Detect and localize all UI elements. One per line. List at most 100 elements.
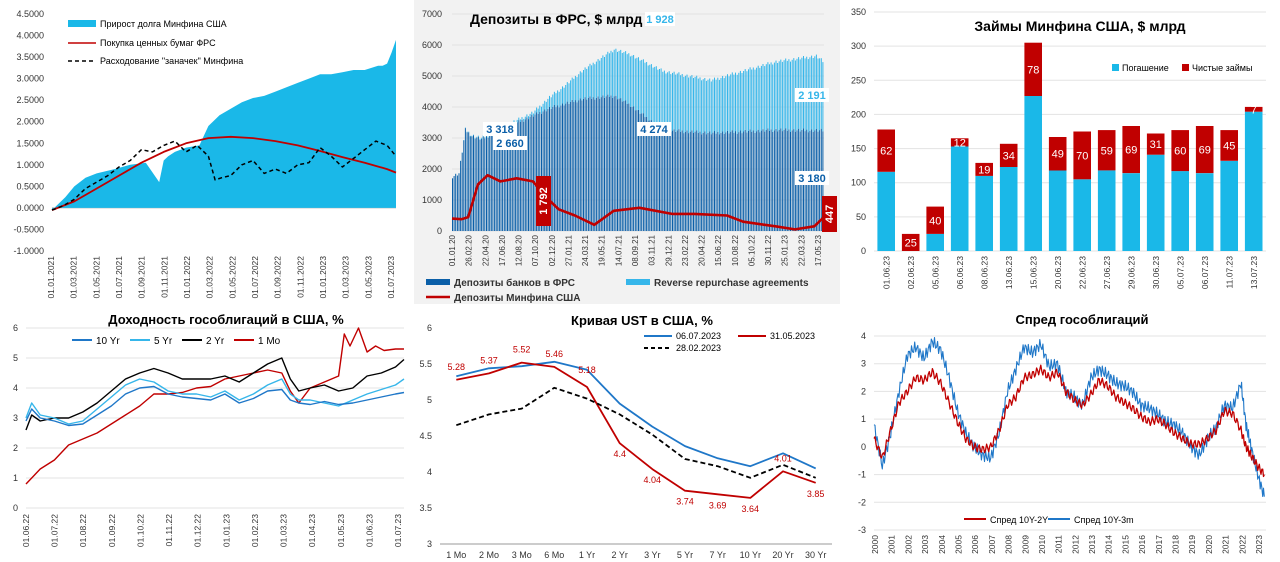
bank-deposit-bar xyxy=(518,120,520,231)
reverse-repo-bar xyxy=(714,77,715,132)
bank-deposit-bar xyxy=(583,98,584,231)
yields-y-tick-label: 3 xyxy=(13,413,18,423)
reverse-repo-bar xyxy=(541,106,542,114)
bank-deposit-bar xyxy=(751,131,753,231)
deposits-x-tick-label: 24.03.21 xyxy=(581,234,590,266)
reverse-repo-bar xyxy=(743,71,745,132)
reverse-repo-bar xyxy=(655,66,657,124)
reverse-repo-bar xyxy=(519,119,521,122)
deposits-data-label-bg xyxy=(637,122,671,136)
net-borrowing-label: 19 xyxy=(978,164,990,176)
bank-deposit-bar xyxy=(481,138,483,231)
bank-deposit-bar xyxy=(765,130,767,231)
reverse-repo-bar xyxy=(583,70,584,99)
bank-deposit-bar xyxy=(730,131,732,231)
bank-deposit-bar xyxy=(612,97,614,232)
bank-deposit-bar xyxy=(607,94,609,231)
curve-data-label: 5.28 xyxy=(448,362,466,372)
bank-deposit-bar xyxy=(615,95,617,231)
bank-deposit-bar xyxy=(545,111,547,231)
bank-deposit-bar xyxy=(516,122,518,231)
yield-2yr-line xyxy=(25,357,405,431)
bank-deposit-bar xyxy=(654,123,656,231)
net-borrowing-bar xyxy=(1195,126,1214,174)
borrowing-x-tick-label: 13.07.23 xyxy=(1249,256,1259,289)
deposits-y-tick-label: 6000 xyxy=(422,40,442,50)
bank-deposit-bar xyxy=(727,130,728,231)
reverse-repo-bar xyxy=(790,61,791,132)
debt-y-tick-label: 1.0000 xyxy=(16,160,44,170)
bank-deposit-bar xyxy=(576,102,578,231)
reverse-repo-bar xyxy=(633,55,635,107)
net-borrowing-bar xyxy=(901,233,920,251)
debt-y-tick-label: 2.5000 xyxy=(16,95,44,105)
reverse-repo-bar xyxy=(762,64,764,130)
net-borrowing-label: 78 xyxy=(1027,64,1039,76)
yields-x-tick-label: 01.06.22 xyxy=(21,514,31,547)
bank-deposit-bar xyxy=(733,132,735,231)
reverse-repo-bar xyxy=(709,78,711,132)
bank-deposit-bar xyxy=(773,130,775,231)
debt-x-tick-label: 01.03.2021 xyxy=(69,256,79,299)
reverse-repo-bar xyxy=(652,67,654,124)
bank-deposit-bar xyxy=(571,99,573,232)
spread-x-tick-label: 2002 xyxy=(903,535,913,554)
reverse-repo-bar xyxy=(524,116,526,120)
bank-deposit-bar xyxy=(542,111,544,231)
bank-deposit-bar xyxy=(767,128,769,231)
reverse-repo-bar xyxy=(468,131,470,133)
bank-deposit-bar xyxy=(586,99,588,231)
bank-deposit-bar xyxy=(657,127,659,231)
reverse-repo-bar xyxy=(553,91,555,105)
reverse-repo-bar xyxy=(618,50,620,99)
reverse-repo-bar xyxy=(660,68,662,127)
yields-y-tick-label: 4 xyxy=(13,383,18,393)
debt-x-tick-label: 01.05.2021 xyxy=(91,256,101,299)
bank-deposit-bar xyxy=(513,122,515,231)
bank-deposit-bar xyxy=(660,126,662,231)
reverse-repo-bar xyxy=(694,76,696,132)
bank-deposit-bar xyxy=(646,116,648,231)
reverse-repo-bar xyxy=(744,69,746,130)
net-borrowing-label: 60 xyxy=(1174,146,1186,158)
reverse-repo-bar xyxy=(764,66,766,132)
reverse-repo-bar xyxy=(628,53,630,104)
reverse-repo-bar xyxy=(641,59,643,114)
yields-x-tick-label: 01.01.23 xyxy=(221,514,231,547)
curve-data-label: 4.04 xyxy=(644,475,662,485)
bank-deposit-bar xyxy=(728,133,730,231)
spread-y-tick-label: 0 xyxy=(861,442,866,452)
reverse-repo-bar xyxy=(791,59,793,131)
reverse-repo-bar xyxy=(662,71,664,131)
bank-deposit-bar xyxy=(731,130,733,231)
spread-10y2y-line xyxy=(873,364,1265,478)
bank-deposit-bar xyxy=(746,132,748,231)
reverse-repo-bar xyxy=(613,49,615,97)
bank-deposit-bar xyxy=(665,132,667,231)
reverse-repo-bar xyxy=(770,62,772,130)
yields-y-tick-label: 1 xyxy=(13,473,18,483)
curve-data-label: 3.74 xyxy=(676,497,694,507)
borrowing-x-tick-label: 27.06.23 xyxy=(1102,256,1112,289)
bank-deposit-bar xyxy=(464,128,466,231)
repayment-bar xyxy=(1073,179,1091,251)
debt-x-tick-label: 01.07.2022 xyxy=(250,256,260,299)
net-borrowing-bar xyxy=(950,138,969,147)
bank-deposit-bar xyxy=(625,100,627,231)
debt-y-tick-label: -1.0000 xyxy=(13,246,44,256)
deposits-y-tick-label: 0 xyxy=(437,226,442,236)
deposits-data-label-bg xyxy=(645,12,675,26)
bank-deposit-bar xyxy=(592,97,594,231)
bank-deposit-bar xyxy=(647,120,649,231)
reverse-repo-bar xyxy=(767,62,769,129)
reverse-repo-bar xyxy=(735,72,736,132)
yields-x-tick-label: 01.08.22 xyxy=(78,514,88,547)
debt-x-tick-label: 01.09.2022 xyxy=(273,256,283,299)
bank-deposit-bar xyxy=(639,113,641,231)
bank-deposit-bar xyxy=(552,106,554,231)
reverse-repo-bar xyxy=(560,89,562,106)
bank-deposit-bar xyxy=(715,133,717,231)
curve-x-tick-label: 6 Mo xyxy=(544,550,564,560)
bank-deposit-bar xyxy=(636,110,638,231)
legend-label-stash: Расходование "заначек" Минфина xyxy=(100,56,243,66)
